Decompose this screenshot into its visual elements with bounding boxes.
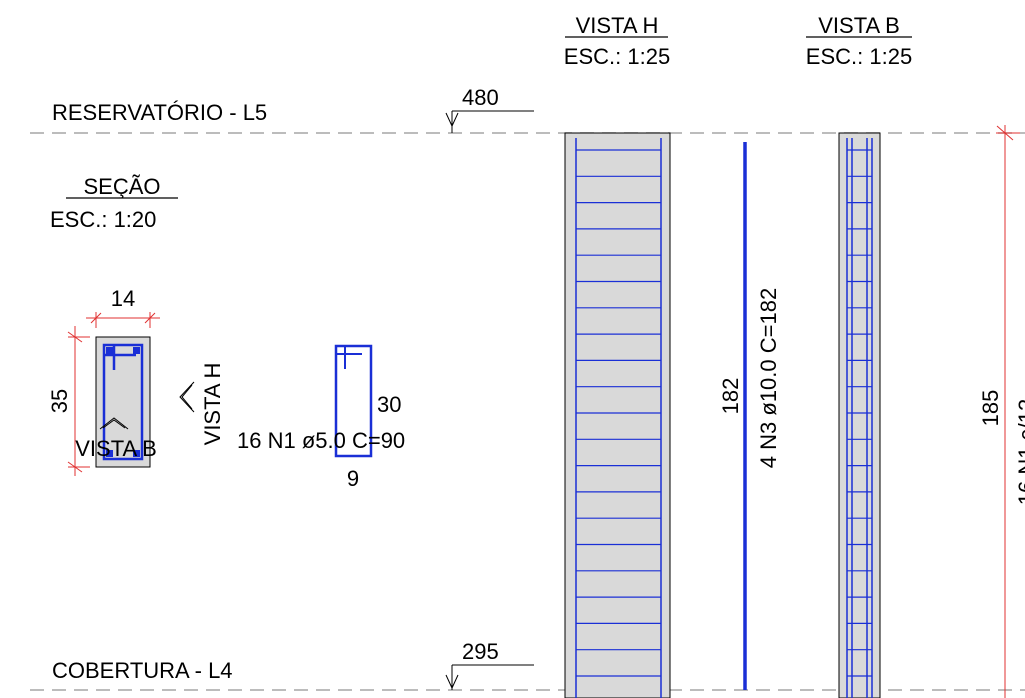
section-stirrup-hook bbox=[104, 345, 136, 370]
level-bottom-label: COBERTURA - L4 bbox=[52, 658, 233, 683]
vista-b-stirrups bbox=[847, 149, 872, 677]
vista-b-column bbox=[838, 132, 881, 698]
section-height-dimension: 35 bbox=[47, 326, 90, 476]
vista-h-marker: VISTA H bbox=[179, 363, 225, 446]
elevation-marker-top: 480 bbox=[445, 85, 534, 133]
section-width-value: 14 bbox=[111, 286, 135, 311]
vista-h-scale: ESC.: 1:25 bbox=[564, 44, 670, 69]
secao-title: SEÇÃO bbox=[83, 174, 160, 199]
overall-height-value: 185 bbox=[978, 390, 1003, 427]
section-stirrup bbox=[102, 343, 144, 461]
secao-scale: ESC.: 1:20 bbox=[50, 207, 156, 232]
vista-b-title: VISTA B bbox=[818, 13, 900, 38]
vista-b-scale: ESC.: 1:25 bbox=[806, 44, 912, 69]
level-top-label: RESERVATÓRIO - L5 bbox=[52, 100, 267, 125]
stirrup-spec: 16 N1 ø5.0 C=90 bbox=[237, 428, 405, 453]
vista-h-stirrups bbox=[576, 149, 661, 677]
section-height-value: 35 bbox=[47, 389, 72, 413]
stirrup-detail-hook bbox=[336, 346, 362, 369]
stirrup-height-value: 30 bbox=[377, 392, 401, 417]
vista-h-title: VISTA H bbox=[576, 13, 659, 38]
elevation-bottom-value: 295 bbox=[462, 639, 499, 664]
overall-height-dimension: 185 16 N1 c/12 bbox=[978, 125, 1025, 698]
elevation-top-value: 480 bbox=[462, 85, 499, 110]
longitudinal-bar-spec: 4 N3 ø10.0 C=182 bbox=[756, 288, 781, 468]
overall-height-spec: 16 N1 c/12 bbox=[1014, 399, 1025, 505]
elevation-marker-bottom: 295 bbox=[445, 639, 534, 690]
vista-h-marker-label: VISTA H bbox=[200, 363, 225, 446]
stirrup-width-value: 9 bbox=[347, 466, 359, 491]
vista-b-marker-label: VISTA B bbox=[75, 436, 157, 461]
vista-b-marker: VISTA B bbox=[75, 417, 157, 461]
section-bars bbox=[106, 347, 140, 457]
section-width-dimension: 14 bbox=[86, 286, 160, 328]
longitudinal-bar-length: 182 bbox=[718, 378, 743, 415]
stirrup-detail-shape bbox=[334, 344, 373, 458]
vista-h-column bbox=[564, 132, 671, 698]
